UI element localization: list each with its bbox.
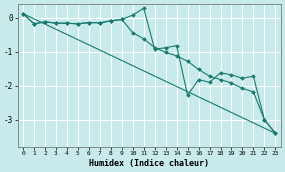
X-axis label: Humidex (Indice chaleur): Humidex (Indice chaleur) <box>89 159 209 168</box>
